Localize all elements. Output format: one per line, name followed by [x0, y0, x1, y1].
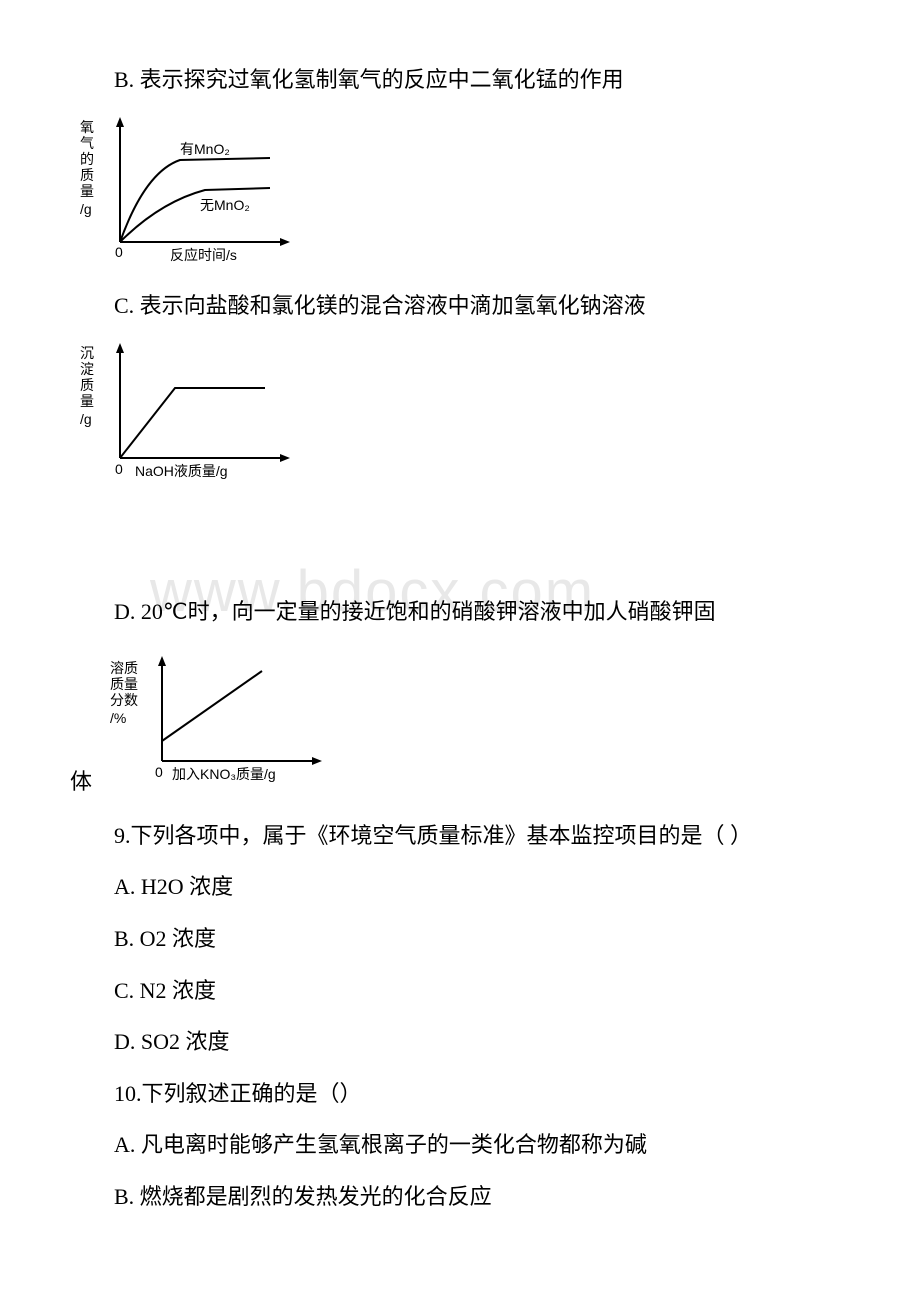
q9-b: B. O2 浓度: [70, 919, 850, 959]
chart-b-ylabel-2: 气: [80, 135, 94, 151]
chart-b-ylabel-4: 质: [80, 167, 94, 183]
q9-c: C. N2 浓度: [70, 971, 850, 1011]
chart-d-ylabel-3: 分数: [110, 692, 138, 708]
chart-c-ylabel-5: /g: [80, 411, 92, 427]
chart-d-ylabel-4: /%: [110, 710, 126, 726]
chart-b-ylabel-6: /g: [80, 201, 92, 217]
chart-c-xlabel: NaOH液质量/g: [135, 463, 228, 479]
q10-a: A. 凡电离时能够产生氢氧根离子的一类化合物都称为碱: [70, 1125, 850, 1165]
chart-b: 氧 气 的 质 量 /g 有MnO₂ 无MnO₂ 0 反应时间/s: [70, 112, 850, 275]
chart-b-curve2-label: 无MnO₂: [200, 197, 250, 213]
chart-c-ylabel-1: 沉: [80, 345, 94, 361]
chart-d: 溶质 质量 分数 /% 0 加入KNO₃质量/g: [102, 651, 342, 804]
chart-b-curve1-label: 有MnO₂: [180, 141, 230, 157]
chart-d-ylabel-1: 溶质: [110, 660, 138, 676]
chart-c-ylabel-2: 淀: [80, 361, 94, 377]
option-d-text-2: 体: [70, 762, 92, 802]
chart-b-xlabel: 反应时间/s: [170, 247, 237, 262]
chart-b-ylabel-5: 量: [80, 183, 94, 199]
q9-stem: 9.下列各项中，属于《环境空气质量标准》基本监控项目的是（ ）: [70, 816, 850, 856]
chart-b-ylabel-1: 氧: [80, 119, 94, 135]
chart-d-ylabel-2: 质量: [110, 676, 138, 692]
chart-b-ylabel-3: 的: [80, 151, 94, 167]
chart-c: 沉 淀 质 量 /g 0 NaOH液质量/g: [70, 338, 850, 501]
q10-stem: 10.下列叙述正确的是（）: [70, 1074, 850, 1114]
chart-c-origin: 0: [115, 461, 123, 477]
chart-d-origin: 0: [155, 764, 163, 780]
chart-b-origin: 0: [115, 244, 123, 260]
q10-b: B. 燃烧都是剧烈的发热发光的化合反应: [70, 1177, 850, 1217]
chart-c-ylabel-3: 质: [80, 377, 94, 393]
option-d-text-1: D. 20℃时，向一定量的接近饱和的硝酸钾溶液中加人硝酸钾固: [70, 592, 850, 632]
q9-d: D. SO2 浓度: [70, 1022, 850, 1062]
option-c-text: C. 表示向盐酸和氯化镁的混合溶液中滴加氢氧化钠溶液: [70, 286, 850, 326]
option-d-row: 体 溶质 质量 分数 /% 0 加入KNO₃质量/g: [70, 643, 850, 816]
option-b-text: B. 表示探究过氧化氢制氧气的反应中二氧化锰的作用: [70, 60, 850, 100]
chart-d-xlabel: 加入KNO₃质量/g: [172, 766, 276, 782]
chart-c-ylabel-4: 量: [80, 393, 94, 409]
q9-a: A. H2O 浓度: [70, 867, 850, 907]
